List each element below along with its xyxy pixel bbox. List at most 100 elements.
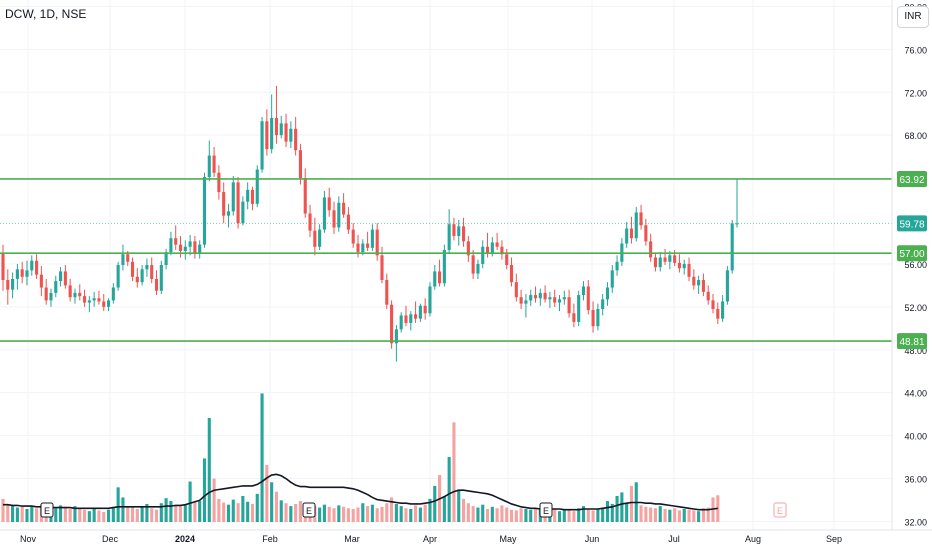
volume-bar (222, 502, 226, 522)
candle-body (414, 314, 418, 319)
volume-bar (533, 508, 538, 522)
earnings-marker[interactable] (539, 502, 553, 518)
price-tick-label: 52.00 (904, 303, 927, 313)
symbol-title[interactable]: DCW, 1D, NSE (5, 7, 87, 21)
candle-body (653, 257, 658, 268)
volume-bar (485, 509, 490, 522)
candle-body (615, 261, 619, 271)
candle-body (73, 292, 77, 298)
volume-bar (529, 509, 533, 522)
volume-bar (73, 506, 77, 522)
horizontal-levels[interactable] (0, 178, 892, 342)
candle-body (154, 278, 159, 291)
candle-body (519, 297, 523, 304)
candle-body (390, 304, 394, 344)
level-tag-label: 48.81 (899, 337, 924, 348)
candle-body (116, 265, 120, 288)
volume-bar (145, 503, 149, 522)
candle-body (274, 118, 279, 136)
volume-bar (404, 508, 408, 522)
candle-body (366, 243, 370, 248)
candle-body (447, 224, 451, 250)
candle-body (284, 123, 288, 142)
earnings-marker[interactable] (302, 502, 316, 518)
candle-body (289, 128, 293, 142)
price-axis[interactable]: 80.0076.0072.0068.0056.0052.0048.0044.00… (904, 2, 927, 527)
candle-body (586, 286, 590, 311)
candle-body (87, 300, 91, 303)
volume-bar (327, 506, 331, 522)
candle-body (226, 211, 231, 216)
candle-body (327, 197, 331, 211)
volume-bar (178, 506, 183, 522)
candle-body (500, 246, 504, 255)
candle-body (725, 270, 729, 302)
time-axis[interactable]: Nov Dec 2024 Feb Mar Apr May Jun Jul Aug Sep (20, 534, 842, 544)
candle-body (279, 123, 283, 136)
candle-body (730, 223, 734, 271)
candle-body (318, 229, 322, 247)
volume-bar (572, 511, 576, 522)
volume-bar (509, 509, 514, 522)
volume-bar (20, 506, 24, 522)
earnings-marker[interactable] (773, 502, 787, 518)
currency-button[interactable]: INR (897, 6, 929, 28)
candle-body (735, 223, 739, 225)
volume-bar (500, 505, 504, 522)
volume-bars (1, 393, 720, 522)
volume-bar (35, 508, 39, 522)
candle-body (423, 305, 427, 314)
volume-bar (63, 507, 67, 522)
volume-ma-line (3, 473, 718, 511)
time-tick-label: Aug (745, 534, 761, 544)
candle-body (639, 212, 643, 226)
volume-bar (217, 498, 221, 522)
candle-body (442, 249, 446, 284)
volume-bar (581, 506, 586, 522)
volume-bar (207, 418, 211, 522)
volume-bar (126, 506, 130, 522)
volume-bar (279, 500, 283, 522)
candle-body (471, 255, 475, 274)
candle-body (557, 299, 562, 303)
volume-bar (140, 506, 144, 522)
volume-bar (15, 507, 19, 522)
volume-bar (250, 503, 255, 522)
candle-body (183, 246, 187, 252)
volume-bar (274, 491, 279, 522)
candle-body (663, 257, 667, 262)
candle-body (250, 189, 255, 204)
volume-bar (332, 508, 336, 522)
volume-bar (246, 501, 250, 522)
earnings-marker[interactable] (40, 502, 54, 518)
volume-bar (370, 504, 374, 522)
volume-bar (174, 505, 178, 522)
candle-body (121, 254, 125, 265)
candle-body (255, 169, 259, 204)
candle-body (332, 210, 336, 228)
candle-body (313, 230, 317, 247)
candle-body (658, 257, 662, 268)
volume-bar (620, 492, 624, 522)
volume-bar (495, 508, 499, 522)
last-price-label: 59.78 (899, 219, 924, 230)
volume-bar (294, 503, 298, 522)
volume-bar (591, 510, 595, 522)
candle-body (54, 281, 58, 293)
volume-bar (322, 504, 326, 522)
volume-bar (289, 506, 293, 522)
candle-body (236, 182, 240, 224)
candle-body (222, 192, 226, 216)
candle-body (677, 262, 681, 269)
volume-bar (188, 481, 192, 522)
candles (1, 85, 739, 362)
candle-body (294, 128, 298, 151)
volume-bar (226, 504, 231, 522)
volume-bar (557, 511, 562, 522)
candle-body (135, 276, 139, 283)
volume-bar (653, 508, 658, 522)
volume-bar (121, 497, 125, 522)
candle-body (461, 226, 466, 242)
